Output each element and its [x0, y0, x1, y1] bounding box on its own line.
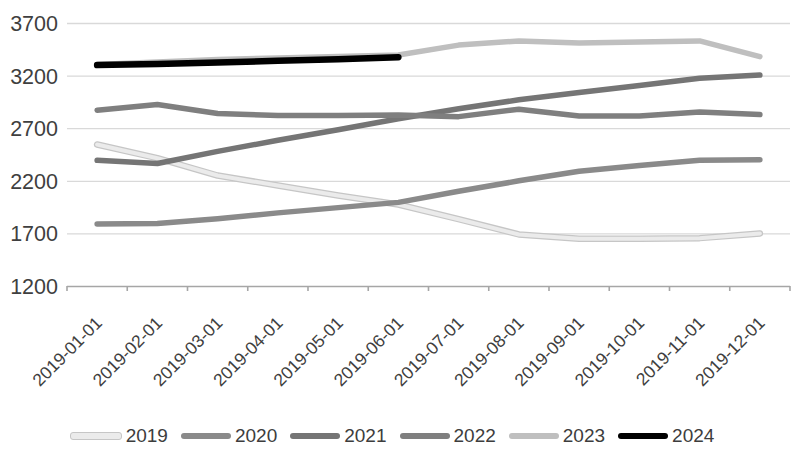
- y-axis-label: 2200: [10, 170, 58, 194]
- legend-label: 2024: [672, 426, 714, 445]
- legend-swatch: [70, 432, 122, 440]
- legend-item-2022: 2022: [400, 426, 496, 445]
- x-axis: [67, 286, 790, 291]
- legend-item-2023: 2023: [509, 426, 605, 445]
- series-lines: [97, 41, 760, 239]
- legend-item-2020: 2020: [181, 426, 277, 445]
- legend-label: 2019: [126, 426, 168, 445]
- legend-swatch: [290, 433, 340, 439]
- y-axis-label: 1200: [10, 275, 58, 299]
- legend-swatch: [181, 433, 231, 439]
- legend-swatch: [400, 433, 450, 439]
- series-line-2022: [97, 105, 760, 117]
- y-axis-label: 3200: [10, 65, 58, 89]
- legend-label: 2020: [235, 426, 277, 445]
- series-line-2019: [97, 145, 760, 239]
- line-chart: 1200 1700 2200 2700 3200 3700 2019-01-012019-0…: [0, 0, 798, 455]
- series-line-2021: [97, 75, 760, 163]
- legend-swatch: [509, 433, 559, 439]
- y-axis-label: 3700: [10, 12, 58, 36]
- legend-label: 2021: [344, 426, 386, 445]
- legend-swatch: [618, 433, 668, 439]
- y-axis-label: 2700: [10, 117, 58, 141]
- gridlines: [67, 24, 790, 234]
- legend-item-2024: 2024: [618, 426, 714, 445]
- legend-item-2019: 2019: [70, 426, 168, 445]
- legend-item-2021: 2021: [290, 426, 386, 445]
- x-axis-labels: 2019-01-012019-02-012019-03-012019-04-01…: [29, 313, 769, 390]
- series-line-2019-edge: [97, 145, 760, 239]
- legend-label: 2022: [454, 426, 496, 445]
- legend-label: 2023: [563, 426, 605, 445]
- legend: 2019 2020 2021 2022 2023 2024: [0, 426, 791, 445]
- y-axis-label: 1700: [10, 222, 58, 246]
- chart-plot: 1200 1700 2200 2700 3200 3700 2019-01-012019-0…: [0, 0, 798, 455]
- y-axis-labels: 1200 1700 2200 2700 3200 3700: [10, 12, 58, 299]
